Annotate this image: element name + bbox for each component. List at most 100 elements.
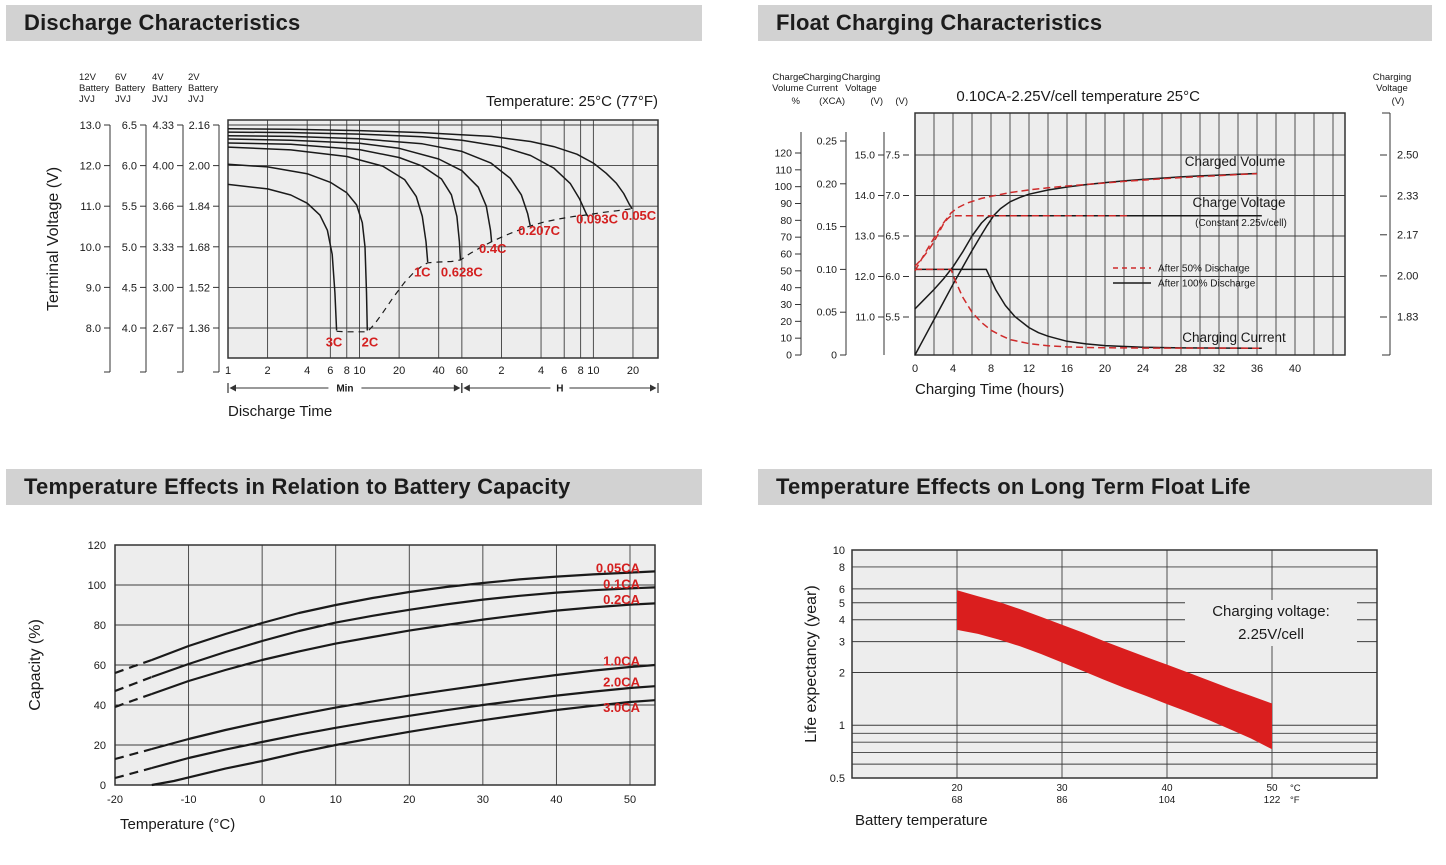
scale-tick-label: 6.0	[122, 161, 137, 173]
scale-tick-label: 6.5	[122, 120, 137, 132]
celsius-unit: °C	[1290, 783, 1301, 794]
x-tick-celsius: 20	[951, 783, 963, 794]
y-tick-label: 0	[100, 780, 106, 792]
plot-border	[914, 112, 1346, 356]
x-tick-label: 12	[1023, 363, 1035, 375]
x-tick-label: 36	[1251, 363, 1263, 375]
y-axis-title: Life expectancy (year)	[803, 585, 820, 742]
discharge-curve-3C	[227, 183, 338, 331]
y-tick-label: 3	[839, 637, 845, 649]
x-tick-fahrenheit: 86	[1056, 795, 1068, 806]
scale-header: Battery	[79, 83, 109, 94]
scale-tick-label: 8.0	[86, 323, 101, 335]
capacity-curve-2.0CA	[151, 685, 656, 770]
axis-tick-label: 10	[780, 333, 792, 345]
fahrenheit-unit: °F	[1290, 795, 1300, 806]
x-tick-fahrenheit: 68	[951, 795, 963, 806]
axis-unit: (V)	[870, 96, 883, 107]
right-tick-label: 2.00	[1397, 270, 1418, 282]
scale-tick-label: 2.16	[189, 120, 210, 132]
x-tick-label: 2	[265, 365, 271, 377]
right-tick-label: 2.33	[1397, 191, 1418, 203]
scale-header: JVJ	[115, 94, 131, 105]
y-tick-label: 40	[94, 700, 106, 712]
arrowhead-right-icon	[453, 384, 461, 392]
right-tick-label: 1.83	[1397, 312, 1418, 324]
x-tick-fahrenheit: 104	[1159, 795, 1176, 806]
x-tick-label: 6	[327, 365, 333, 377]
x-tick-label: 2	[498, 365, 504, 377]
rate-label-0.1CA: 0.1CA	[603, 576, 640, 591]
curve-charging-current-50	[915, 268, 1262, 349]
x-tick-label: 4	[538, 365, 544, 377]
axis-tick-label: 80	[780, 215, 792, 227]
x-axis-title: Charging Time (hours)	[915, 381, 1064, 398]
axis-tick-label: 70	[780, 232, 792, 244]
float-life-chart: Charging voltage:2.25V/cell1086543210.52…	[803, 545, 1378, 829]
right-tick-label: 2.17	[1397, 229, 1418, 241]
x-tick-label: -20	[107, 794, 123, 806]
rate-label-2C: 2C	[362, 334, 379, 349]
y-axis-title: Capacity (%)	[27, 619, 44, 711]
scale-tick-label: 12.0	[80, 161, 101, 173]
x-tick-fahrenheit: 122	[1264, 795, 1281, 806]
arrowhead-right-icon	[650, 384, 657, 392]
discharge-curve-0.207C	[227, 134, 531, 226]
x-tick-label: 16	[1061, 363, 1073, 375]
scale-tick-label: 2.00	[189, 161, 210, 173]
axis-tick-label: 20	[780, 316, 792, 328]
discharge-curve-0.628C	[227, 142, 462, 260]
discharge-envelope-dashed	[336, 208, 633, 333]
rate-label-1.0CA: 1.0CA	[603, 653, 640, 668]
discharge-curve-0.05C	[227, 128, 633, 210]
axis-tick-label: 0.05	[817, 307, 838, 319]
axis-tick-label: 100	[774, 181, 792, 193]
scale-header: JVJ	[188, 94, 204, 105]
x-tick-label: 50	[624, 794, 636, 806]
x-tick-label: 4	[304, 365, 310, 377]
axis-tick-label: 0.20	[817, 178, 838, 190]
axis-unit: (V)	[895, 96, 908, 107]
axis-tick-label: 13.0	[855, 231, 876, 243]
discharge-curve-0.4C	[227, 138, 493, 242]
capacity-curve-dash-0.2CA	[114, 692, 153, 709]
rate-label-1C: 1C	[414, 265, 431, 280]
x-tick-celsius: 30	[1056, 783, 1068, 794]
axis-tick-label: 120	[774, 148, 792, 160]
scale-tick-label: 5.0	[122, 242, 137, 254]
x-tick-label: 28	[1175, 363, 1187, 375]
axis-header: Charging	[842, 72, 881, 83]
capacity-curve-0.2CA	[151, 602, 656, 696]
y-tick-label: 100	[88, 580, 106, 592]
section-title-float-life: Temperature Effects on Long Term Float L…	[758, 469, 1432, 505]
plot-label: Charged Volume	[1185, 154, 1286, 169]
scale-header: Battery	[188, 83, 218, 94]
plot-label: Charge Voltage	[1192, 195, 1285, 210]
plot-label: Charging Current	[1182, 330, 1286, 345]
scale-header: JVJ	[152, 94, 168, 105]
plot-border	[227, 119, 659, 359]
scale-tick-label: 9.0	[86, 282, 101, 294]
scale-tick-label: 10.0	[80, 242, 101, 254]
scale-header: Battery	[115, 83, 145, 94]
y-tick-label: 4	[839, 615, 845, 627]
y-tick-label: 20	[94, 740, 106, 752]
axis-unit: %	[792, 96, 801, 107]
y-tick-label: 5	[839, 598, 845, 610]
scale-tick-label: 4.33	[153, 120, 174, 132]
scale-header: 2V	[188, 72, 200, 83]
x-tick-label: 20	[403, 794, 415, 806]
axis-tick-label: 0.10	[817, 264, 838, 276]
x-tick-label: 10	[353, 365, 365, 377]
y-axis-title: Terminal Voltage (V)	[45, 167, 62, 311]
y-tick-label: 2	[839, 667, 845, 679]
unit-span-label-Min: Min	[336, 384, 353, 395]
scale-tick-label: 4.00	[153, 161, 174, 173]
axis-tick-label: 110	[775, 164, 792, 176]
scale-header: 6V	[115, 72, 127, 83]
curve-charging-current-100	[915, 268, 1262, 349]
x-tick-label: 20	[393, 365, 405, 377]
x-tick-celsius: 50	[1266, 783, 1278, 794]
